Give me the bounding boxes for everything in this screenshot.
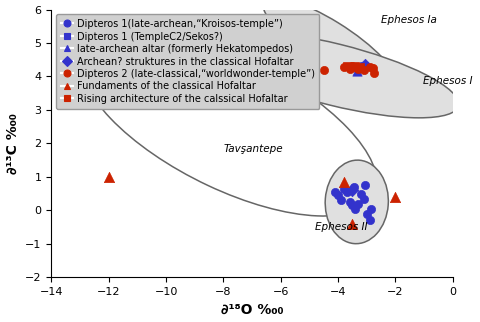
Point [348,203,356,208]
Point [367,206,375,211]
Text: Ephesos I: Ephesos I [423,76,472,86]
Point [320,67,328,72]
Point [343,64,350,69]
Point [366,218,373,223]
Y-axis label: ∂¹³C ‰₀: ∂¹³C ‰₀ [6,113,20,174]
X-axis label: ∂¹⁸O ‰₀: ∂¹⁸O ‰₀ [221,302,283,317]
Point [353,69,360,74]
Point [366,64,373,70]
Point [392,194,399,199]
Text: Ephesos Ia: Ephesos Ia [381,15,437,25]
Point [360,64,368,69]
Point [357,191,365,196]
Point [361,62,369,67]
Point [340,64,348,70]
Point [346,199,353,204]
Ellipse shape [263,0,396,89]
Point [369,65,376,71]
Point [370,71,378,76]
Point [334,193,342,198]
Point [340,186,348,191]
Point [360,196,368,201]
Point [348,221,356,226]
Point [351,206,359,211]
Point [105,174,112,179]
Legend: Dipteros 1(late-archean,“Kroisos-temple”), Dipteros 1 (TempleC2/Sekos?), late-ar: Dipteros 1(late-archean,“Kroisos-temple”… [56,14,320,109]
Point [337,198,345,203]
Point [346,67,353,72]
Point [363,211,371,216]
Text: Tavşantepe: Tavşantepe [223,144,283,154]
Point [354,201,362,206]
Point [309,71,316,76]
Text: Ephesos II: Ephesos II [315,222,368,232]
Point [361,183,369,188]
Point [274,82,282,87]
Point [360,68,368,73]
Point [280,79,288,84]
Point [331,189,339,194]
Ellipse shape [325,160,388,244]
Point [356,65,363,70]
Point [351,63,359,68]
Ellipse shape [212,32,459,118]
Point [357,65,365,71]
Ellipse shape [81,31,377,216]
Point [354,67,362,72]
Point [348,63,356,68]
Point [350,184,358,189]
Point [347,64,355,70]
Point [343,189,350,194]
Point [340,179,348,185]
Point [348,188,356,193]
